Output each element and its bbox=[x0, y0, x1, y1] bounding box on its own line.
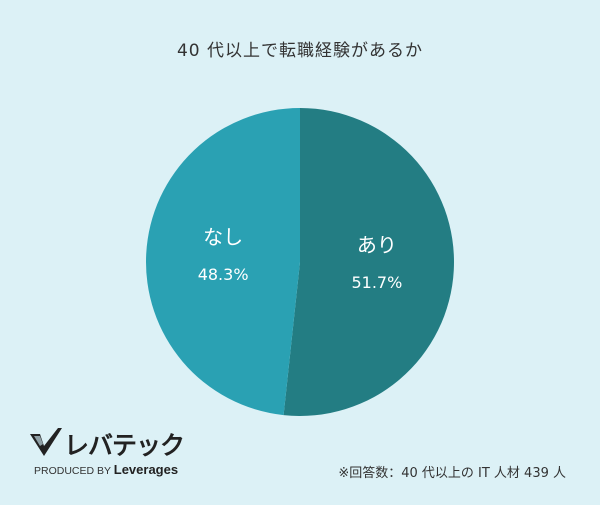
produced-by-label: PRODUCED BY bbox=[34, 465, 111, 477]
slice-value-1: 48.3% bbox=[198, 265, 249, 284]
produced-by: PRODUCED BY Leverages bbox=[34, 462, 178, 477]
slice-value-0: 51.7% bbox=[351, 273, 402, 292]
brand-name: Leverages bbox=[113, 462, 179, 477]
pie-slice-0 bbox=[283, 108, 454, 416]
pie-slice-1 bbox=[145, 108, 300, 416]
chart-title: 40 代以上で転職経験があるか bbox=[176, 41, 424, 61]
footnote: ※回答数：40 代以上の IT 人材 439 人 bbox=[338, 466, 566, 481]
logo-text: レバテック bbox=[64, 431, 185, 460]
slice-label-0: あり bbox=[357, 233, 397, 257]
slice-label-1: なし bbox=[203, 225, 243, 249]
checkmark-logo-icon bbox=[30, 428, 62, 456]
